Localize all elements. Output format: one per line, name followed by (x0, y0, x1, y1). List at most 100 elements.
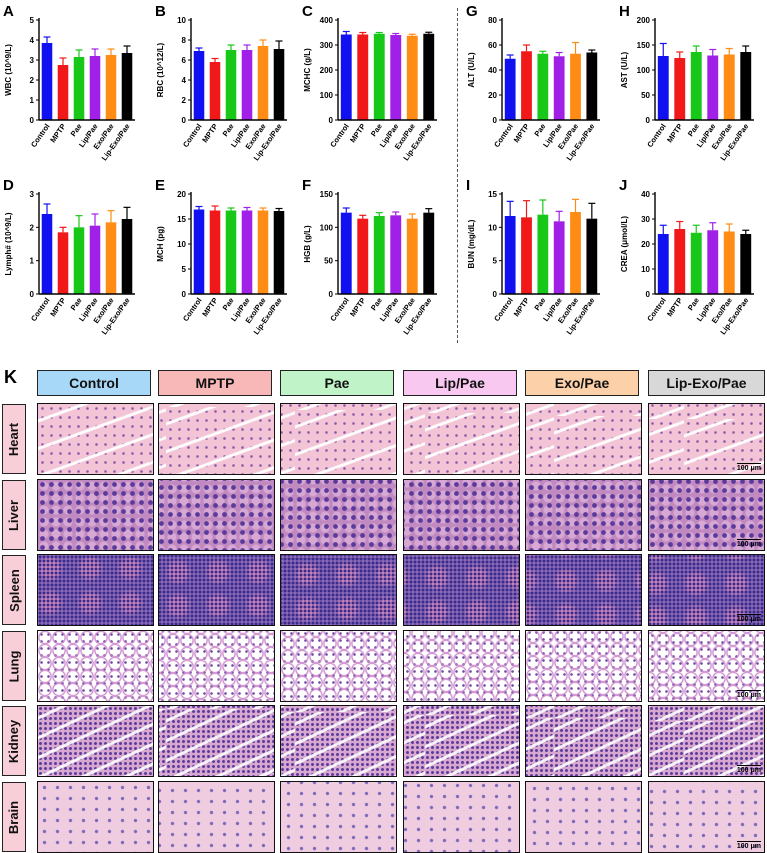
histology-image-brain-mptp (158, 781, 275, 853)
x-tick-label: Control (328, 122, 351, 149)
bar (740, 234, 752, 294)
bar (241, 50, 253, 120)
y-tick-label: 150 (320, 190, 334, 199)
bar (586, 218, 598, 294)
x-tick-label: MPTP (200, 296, 219, 318)
x-tick-label: Control (645, 122, 668, 149)
y-tick-label: 15 (177, 215, 186, 224)
x-tick-label: Pae (69, 296, 84, 312)
bar (723, 231, 735, 294)
y-tick-label: 50 (641, 91, 650, 100)
bar (406, 35, 418, 120)
histology-image-lung-exo-pae (525, 630, 642, 702)
organ-label-kidney: Kidney (2, 706, 26, 776)
y-tick-label: 300 (320, 41, 334, 50)
organ-label-liver: Liver (2, 480, 26, 550)
bar (357, 34, 369, 120)
bar (537, 53, 549, 120)
x-tick-label: MPTP (665, 296, 684, 318)
bar (690, 52, 702, 120)
y-tick-label: 30 (641, 215, 650, 224)
y-tick-label: 5 (182, 265, 187, 274)
bar (209, 210, 221, 294)
scale-bar: 100 μm (736, 614, 762, 623)
x-tick-label: Pae (221, 122, 236, 138)
panel-letter: A (3, 3, 14, 20)
x-tick-label: MPTP (200, 122, 219, 144)
y-axis-label: HGB (g/L) (303, 225, 312, 263)
histology-image-lung-lip-pae (403, 630, 520, 702)
y-tick-label: 0 (646, 116, 651, 125)
y-tick-label: 60 (488, 41, 497, 50)
x-tick-label: Pae (686, 122, 701, 138)
y-tick-label: 10 (641, 265, 650, 274)
bar (406, 218, 418, 294)
histology-image-brain-exo-pae (525, 781, 642, 853)
y-tick-label: 0 (646, 290, 651, 299)
bar (723, 54, 735, 120)
bar (357, 218, 369, 294)
bar (657, 234, 669, 294)
x-tick-label: MPTP (48, 296, 67, 318)
bar (553, 56, 565, 120)
x-tick-label: Pae (532, 296, 547, 312)
x-tick-label: Pae (369, 296, 384, 312)
y-tick-label: 3 (30, 56, 35, 65)
group-header-control: Control (37, 370, 151, 396)
bar (340, 34, 352, 120)
bar (273, 211, 285, 294)
bar (41, 43, 53, 120)
panel-letter: C (302, 3, 313, 20)
histology-image-liver-exo-pae (525, 479, 642, 551)
bar (225, 210, 237, 294)
y-axis-label: Lymph# (10^9/L) (4, 212, 13, 275)
y-tick-label: 8 (182, 36, 187, 45)
y-tick-label: 5 (493, 257, 498, 266)
bar (740, 52, 752, 120)
histology-image-spleen-exo-pae (525, 554, 642, 626)
bar (121, 219, 133, 294)
y-tick-label: 2 (182, 96, 187, 105)
histology-image-liver-mptp (158, 479, 275, 551)
y-tick-label: 10 (177, 240, 186, 249)
bar (193, 209, 205, 294)
bar (340, 212, 352, 294)
histology-image-lung-control (37, 630, 154, 702)
organ-label-text: Lung (6, 650, 22, 682)
y-tick-label: 40 (488, 66, 497, 75)
histology-image-heart-lip-exo-pae: 100 μm (648, 403, 765, 475)
x-tick-label: Pae (369, 122, 384, 138)
histology-image-brain-control (37, 781, 154, 853)
histology-image-spleen-mptp (158, 554, 275, 626)
x-tick-label: MPTP (348, 122, 367, 144)
organ-label-text: Spleen (6, 568, 22, 612)
organ-label-text: Kidney (6, 719, 22, 763)
x-tick-label: MPTP (48, 122, 67, 144)
y-tick-label: 0 (329, 290, 334, 299)
y-tick-label: 10 (488, 223, 497, 232)
group-header-mptp: MPTP (158, 370, 272, 396)
y-tick-label: 20 (488, 91, 497, 100)
bar (423, 212, 435, 294)
y-axis-label: ALT (U/L) (467, 52, 476, 88)
histology-image-kidney-control (37, 705, 154, 777)
bar (373, 33, 385, 120)
bar (57, 232, 69, 294)
bar (657, 56, 669, 120)
x-tick-label: Control (328, 296, 351, 323)
panel-letter: B (155, 3, 166, 20)
histology-image-liver-lip-pae (403, 479, 520, 551)
scale-bar: 100 μm (736, 841, 762, 850)
bar (257, 210, 269, 294)
bar (105, 55, 117, 120)
histology-image-brain-lip-exo-pae: 100 μm (648, 781, 765, 853)
histology-image-kidney-pae (280, 705, 397, 777)
bar (390, 215, 402, 294)
x-tick-label: Pae (221, 296, 236, 312)
x-tick-label: Control (29, 296, 52, 323)
